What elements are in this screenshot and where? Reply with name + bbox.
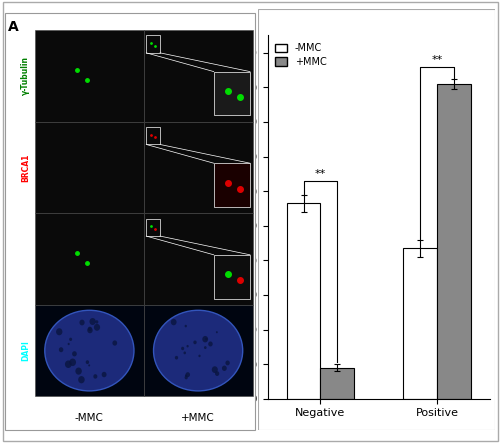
Ellipse shape	[88, 326, 92, 331]
Ellipse shape	[186, 372, 190, 377]
Ellipse shape	[202, 336, 208, 342]
Bar	[144, 30, 252, 121]
Bar	[403, 248, 437, 399]
Text: **: **	[432, 55, 442, 65]
Text: -MMC: -MMC	[75, 413, 104, 423]
Bar	[286, 203, 320, 399]
Ellipse shape	[194, 341, 196, 344]
Text: Merged: Merged	[21, 242, 30, 276]
Ellipse shape	[215, 371, 220, 376]
Text: BRCA1: BRCA1	[21, 153, 30, 182]
Ellipse shape	[88, 364, 90, 366]
Ellipse shape	[216, 331, 218, 333]
Ellipse shape	[154, 310, 242, 391]
Bar	[35, 30, 144, 121]
Ellipse shape	[69, 338, 72, 341]
Ellipse shape	[96, 320, 98, 324]
Ellipse shape	[175, 356, 178, 360]
Legend: -MMC, +MMC: -MMC, +MMC	[272, 40, 330, 70]
Ellipse shape	[184, 376, 188, 379]
Ellipse shape	[184, 325, 187, 327]
Ellipse shape	[204, 346, 206, 349]
Ellipse shape	[181, 347, 184, 350]
Ellipse shape	[87, 327, 92, 333]
Text: γ-Tubulin: γ-Tubulin	[21, 56, 30, 95]
Ellipse shape	[45, 310, 134, 391]
Text: A: A	[8, 19, 18, 34]
Bar	[35, 213, 144, 305]
Text: +MMC: +MMC	[181, 413, 215, 423]
Bar	[146, 218, 160, 236]
Ellipse shape	[69, 358, 76, 366]
Ellipse shape	[226, 361, 230, 365]
Bar	[35, 305, 144, 396]
Ellipse shape	[222, 365, 227, 371]
Ellipse shape	[184, 351, 186, 354]
Bar	[144, 213, 252, 305]
Bar	[320, 368, 354, 399]
Ellipse shape	[208, 342, 212, 346]
Bar	[144, 305, 252, 396]
Ellipse shape	[76, 368, 82, 375]
Ellipse shape	[171, 319, 176, 325]
Y-axis label: % cells with indicated staining patterns: % cells with indicated staining patterns	[218, 127, 226, 307]
Bar	[144, 121, 252, 213]
Text: **: **	[315, 169, 326, 179]
Text: B: B	[218, 21, 229, 35]
Ellipse shape	[185, 374, 187, 377]
Bar	[146, 127, 160, 144]
Ellipse shape	[59, 347, 64, 352]
Ellipse shape	[80, 320, 84, 326]
Bar	[437, 84, 471, 399]
Text: DAPI: DAPI	[21, 340, 30, 361]
Bar	[214, 255, 250, 299]
Ellipse shape	[65, 361, 71, 368]
Ellipse shape	[90, 318, 96, 325]
Ellipse shape	[112, 340, 117, 346]
Ellipse shape	[186, 345, 188, 347]
Ellipse shape	[198, 355, 200, 357]
Ellipse shape	[68, 343, 70, 345]
Ellipse shape	[212, 366, 218, 373]
Bar	[146, 35, 160, 53]
Bar	[214, 72, 250, 115]
Ellipse shape	[72, 351, 77, 357]
Ellipse shape	[86, 360, 89, 364]
Ellipse shape	[102, 372, 106, 377]
Ellipse shape	[78, 376, 84, 383]
Bar	[35, 121, 144, 213]
Bar	[214, 163, 250, 207]
Ellipse shape	[56, 328, 62, 335]
Ellipse shape	[205, 338, 208, 340]
Ellipse shape	[94, 324, 100, 331]
Ellipse shape	[94, 374, 98, 379]
